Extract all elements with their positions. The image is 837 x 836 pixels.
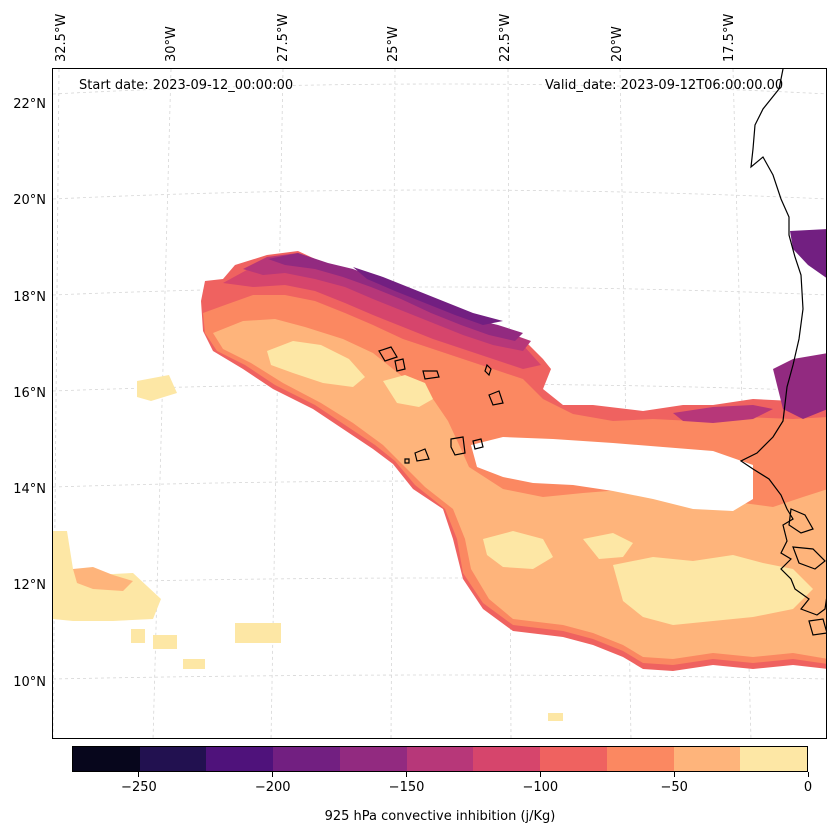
contour-patch-near-zero-5 [583,533,633,559]
colorbar-bin [139,747,207,771]
contour-patch-near-zero-4 [483,531,553,569]
contour-patch-east-3 [673,405,773,423]
contour-gap [471,437,753,511]
contour-patch-east-2 [773,353,826,419]
contour-band-minus-100 [223,255,541,369]
colorbar-tick-label: −200 [254,780,291,795]
cin-contours [53,229,826,721]
latitude-label: 10°N [13,675,46,690]
longitude-label: 32.5°W [54,13,69,62]
colorbar-label: 925 hPa convective inhibition (j/Kg) [324,809,556,824]
contour-patch-west-3 [137,375,177,401]
longitude-label: 27.5°W [276,13,291,62]
latitude-label: 14°N [13,482,46,497]
longitude-label: 17.5°W [722,13,737,62]
contour-patch-south-1 [548,713,563,721]
colorbar [72,746,808,772]
colorbar-tick-label: 0 [803,780,813,795]
colorbar-tick [807,772,809,777]
colorbar-tick [673,772,675,777]
longitude-label: 22.5°W [498,13,513,62]
colorbar-bin [339,747,407,771]
map-panel[interactable] [52,68,827,739]
longitude-label: 30°W [164,26,179,62]
latitude-label: 12°N [13,578,46,593]
colorbar-bin [406,747,474,771]
colorbar-tick-label: −50 [660,780,688,795]
contour-patch-near-zero-3 [613,555,813,625]
colorbar-tick-label: −250 [121,780,157,795]
latitude-label: 18°N [13,290,46,305]
longitude-label: 20°W [610,26,625,62]
contour-patch-west-4 [235,623,281,643]
contour-patch-east-1 [790,229,826,278]
contour-patch-near-zero-2 [383,375,433,407]
colorbar-bin [606,747,674,771]
colorbar-bin [473,747,541,771]
colorbar-bin [73,747,140,771]
colorbar-tick-label: −100 [522,780,559,795]
contour-band-minus-125 [243,253,531,351]
contour-patch-west-5 [131,629,145,643]
contour-patch-near-zero-1 [267,341,365,387]
coastline [378,69,826,636]
contour-patch-west-2 [73,567,133,591]
latitude-label: 16°N [13,386,46,401]
colorbar-tick [138,772,140,777]
colorbar-bin [740,747,808,771]
colorbar-bin [673,747,741,771]
colorbar-tick [272,772,274,777]
latitude-label: 20°N [13,193,46,208]
contour-patch-west-6 [153,635,177,649]
valid-date-label: Valid_date: 2023-09-12T06:00:00.00 [545,78,784,93]
contour-patch-west-7 [183,659,205,669]
contour-band-minus-175 [353,267,503,325]
colorbar-tick [406,772,408,777]
colorbar-tick-label: −150 [388,780,425,795]
colorbar-bin [206,747,274,771]
contour-band-minus-150 [268,253,523,341]
map-canvas [53,69,826,738]
longitude-label: 25°W [386,26,401,62]
colorbar-bin [540,747,607,771]
colorbar-tick [539,772,541,777]
start-date-label: Start date: 2023-09-12_00:00:00 [79,78,294,93]
latitude-label: 22°N [13,97,46,112]
colorbar-bin [273,747,340,771]
